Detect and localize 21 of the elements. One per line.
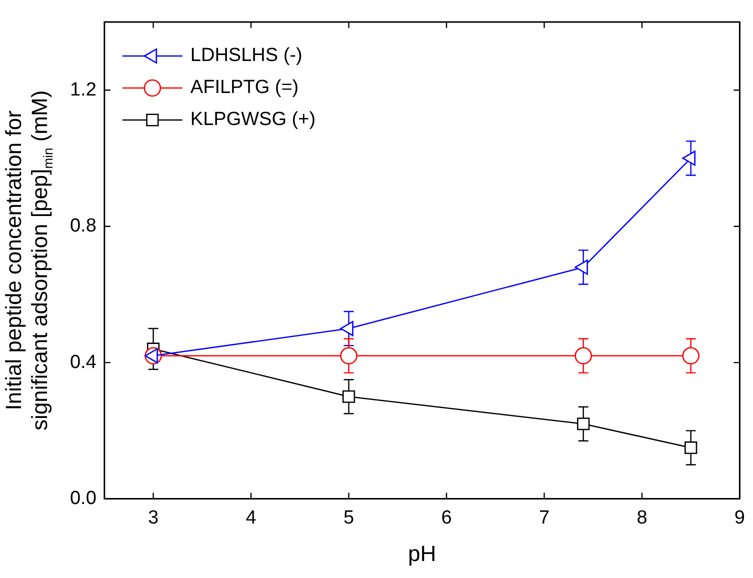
legend-label: KLPGWSG (+) [190,109,316,130]
x-tick-label: 8 [636,507,648,528]
y-tick-label: 1.2 [70,79,96,100]
point [342,390,356,403]
x-tick-label: 3 [148,507,159,528]
x-tick-label: 6 [441,507,452,528]
y-tick-label: 0.8 [70,216,96,237]
point [340,347,358,364]
point [682,347,700,364]
x-axis-title: pH [408,540,436,566]
point [574,347,592,364]
x-tick-label: 5 [343,507,354,528]
y-tick-label: 0.4 [70,352,97,373]
point [577,418,590,430]
x-tick-label: 4 [246,507,257,528]
legend-label: LDHSLHS (-) [190,45,302,66]
x-tick-label: 9 [734,507,746,528]
y-tick-label: 0.0 [70,488,96,510]
point [684,441,698,454]
x-tick-label: 7 [538,507,550,528]
legend-label: AFILPTG (=) [190,77,299,98]
